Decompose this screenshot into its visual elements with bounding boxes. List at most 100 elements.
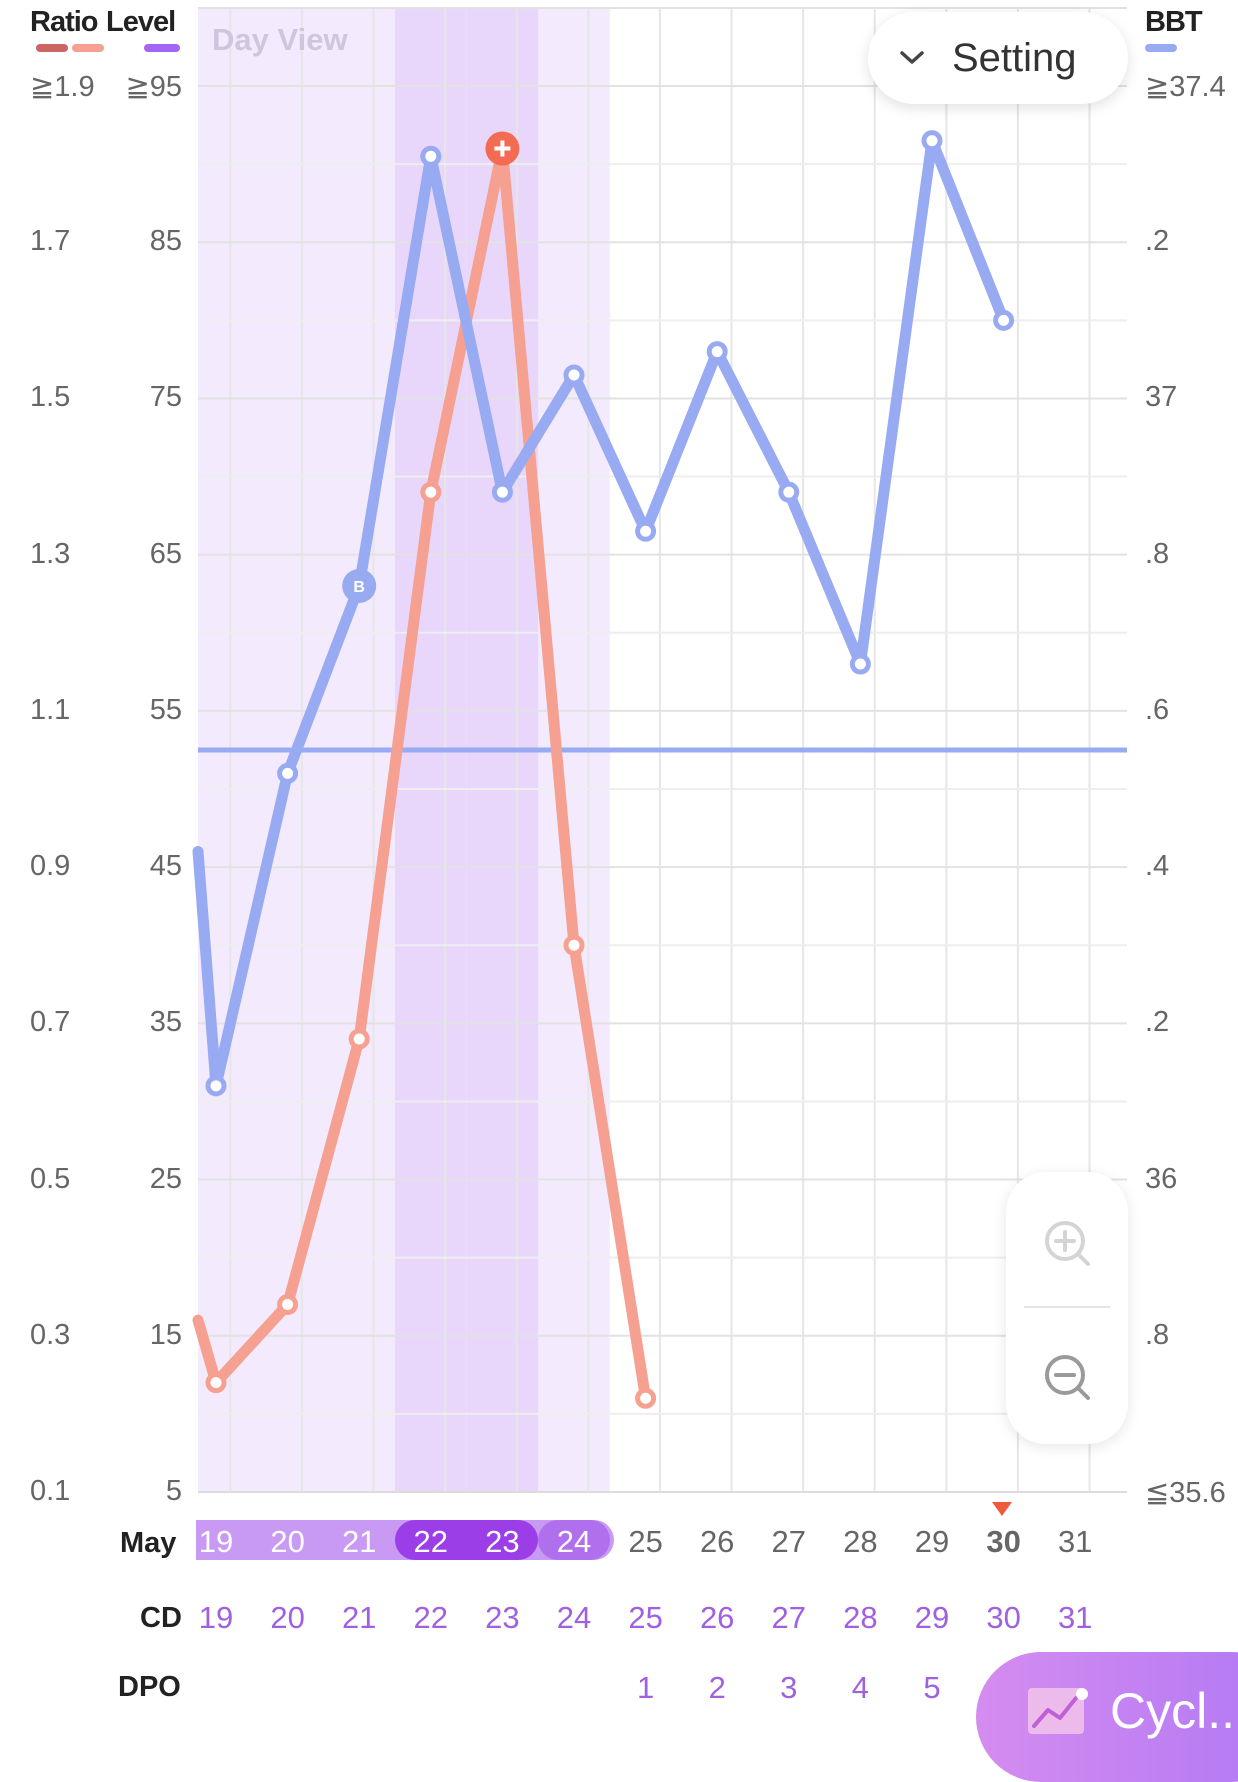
day-label[interactable]: 24 xyxy=(556,1524,592,1559)
level-point xyxy=(563,934,585,956)
ratio-legend-label: Ratio xyxy=(30,6,98,38)
day-label[interactable]: 28 xyxy=(843,1524,878,1559)
zoom-divider xyxy=(1024,1306,1110,1308)
bbt-tick-label: ≧37.4 xyxy=(1145,71,1226,103)
bbt-point xyxy=(921,130,943,152)
ratio-tick-label: 0.3 xyxy=(30,1318,71,1351)
bbt-tick-label: .4 xyxy=(1145,850,1170,883)
cd-label: 22 xyxy=(413,1600,449,1635)
level-tick-label: 55 xyxy=(149,693,182,726)
ratio-tick-label: 1.5 xyxy=(30,381,71,414)
cd-label: 31 xyxy=(1057,1600,1093,1635)
fertile-window-pill-end xyxy=(538,1520,610,1560)
bbt-tick-label: .8 xyxy=(1145,537,1170,570)
bbt-point xyxy=(491,481,513,503)
setting-button[interactable]: Setting xyxy=(868,12,1128,104)
ratio-tick-label: 1.1 xyxy=(30,693,71,726)
day-label[interactable]: 19 xyxy=(198,1524,234,1559)
ratio-tick-label: 0.9 xyxy=(30,850,71,883)
zoom-out-icon[interactable] xyxy=(1042,1352,1094,1404)
day-label[interactable]: 23 xyxy=(485,1524,520,1559)
ovulation-window-pill xyxy=(394,1520,539,1560)
bbt-legend-label: BBT xyxy=(1145,6,1203,38)
day-label[interactable]: 27 xyxy=(771,1524,807,1559)
setting-label: Setting xyxy=(952,35,1077,80)
bbt-badge-text: B xyxy=(353,579,365,596)
cd-label: 30 xyxy=(986,1600,1021,1635)
level-tick-label: 45 xyxy=(149,850,182,883)
cd-label: 26 xyxy=(699,1600,735,1635)
bbt-tick-label: .8 xyxy=(1145,1318,1170,1351)
bbt-point xyxy=(993,309,1015,331)
cd-label: 29 xyxy=(914,1600,950,1635)
day-label[interactable]: 30 xyxy=(986,1524,1021,1559)
day-label[interactable]: 22 xyxy=(413,1524,449,1559)
level-tick-label: 35 xyxy=(149,1006,182,1039)
month-label: May xyxy=(120,1527,177,1559)
cd-label: 28 xyxy=(843,1600,878,1635)
bbt-tick-label: .2 xyxy=(1145,225,1170,258)
day-label[interactable]: 26 xyxy=(699,1524,735,1559)
bbt-point xyxy=(778,481,800,503)
ratio-tick-label: 1.7 xyxy=(30,225,71,258)
zoom-controls xyxy=(1006,1172,1128,1444)
dpo-label: 1 xyxy=(636,1670,655,1705)
fertility-chart[interactable]: B xyxy=(0,0,1238,1723)
chart-trend-icon xyxy=(1028,1688,1088,1734)
cd-label: 27 xyxy=(771,1600,807,1635)
dpo-label: 4 xyxy=(851,1670,870,1705)
level-legend-label: Level xyxy=(106,6,176,38)
day-label[interactable]: 21 xyxy=(341,1524,377,1559)
level-tick-label: 25 xyxy=(149,1162,182,1195)
cd-label: 25 xyxy=(628,1600,663,1635)
level-tick-label: 75 xyxy=(149,381,182,414)
chart-left-margin xyxy=(0,8,198,1492)
bbt-point xyxy=(205,1075,227,1097)
day-label[interactable]: 25 xyxy=(628,1524,663,1559)
level-point xyxy=(205,1372,227,1394)
bbt-point xyxy=(563,364,585,386)
ratio-legend-swatch-dark xyxy=(36,44,68,52)
bbt-tick-label: 37 xyxy=(1145,381,1178,414)
ratio-tick-label: 0.1 xyxy=(30,1475,71,1507)
level-point xyxy=(420,481,442,503)
ratio-tick-label: 0.5 xyxy=(30,1162,71,1195)
chevron-down-icon xyxy=(898,43,942,74)
cd-row-label: CD xyxy=(140,1602,182,1634)
cd-label: 24 xyxy=(556,1600,592,1635)
dpo-row-label: DPO xyxy=(118,1671,181,1703)
ratio-tick-label: 0.7 xyxy=(30,1006,71,1039)
day-label[interactable]: 31 xyxy=(1057,1524,1093,1559)
bbt-tick-label: .2 xyxy=(1145,1006,1170,1039)
bbt-tick-label: .6 xyxy=(1145,693,1170,726)
cycle-button-label: Cycl... xyxy=(1110,1683,1238,1739)
bbt-point xyxy=(635,520,657,542)
cd-label: 19 xyxy=(198,1600,234,1635)
level-tick-label: 15 xyxy=(149,1318,182,1351)
bbt-point xyxy=(420,145,442,167)
day-label[interactable]: 20 xyxy=(270,1524,305,1559)
bbt-badge-icon xyxy=(342,568,377,603)
day-view-label: Day View xyxy=(212,22,348,57)
bbt-point xyxy=(277,762,299,784)
day-label[interactable]: 29 xyxy=(914,1524,950,1559)
bbt-point xyxy=(849,653,871,675)
bbt-tick-label: ≦35.6 xyxy=(1145,1477,1226,1509)
cd-label: 23 xyxy=(485,1600,520,1635)
level-tick-label: 65 xyxy=(149,537,182,570)
bbt-point xyxy=(706,341,728,363)
cycle-button[interactable]: Cycl... xyxy=(976,1652,1238,1782)
level-tick-label: 85 xyxy=(149,225,182,258)
zoom-in-icon[interactable] xyxy=(1042,1218,1094,1270)
level-tick-label: ≧95 xyxy=(125,71,182,103)
today-marker-icon xyxy=(992,1502,1012,1516)
dpo-label: 5 xyxy=(923,1670,941,1705)
level-legend-swatch xyxy=(144,44,180,52)
bbt-tick-label: 36 xyxy=(1145,1162,1178,1195)
cd-label: 20 xyxy=(270,1600,305,1635)
level-point xyxy=(348,1028,370,1050)
dpo-label: 3 xyxy=(780,1670,798,1705)
ratio-tick-label: ≧1.9 xyxy=(30,71,95,103)
dpo-label: 2 xyxy=(708,1670,726,1705)
level-tick-label: 5 xyxy=(165,1475,182,1507)
